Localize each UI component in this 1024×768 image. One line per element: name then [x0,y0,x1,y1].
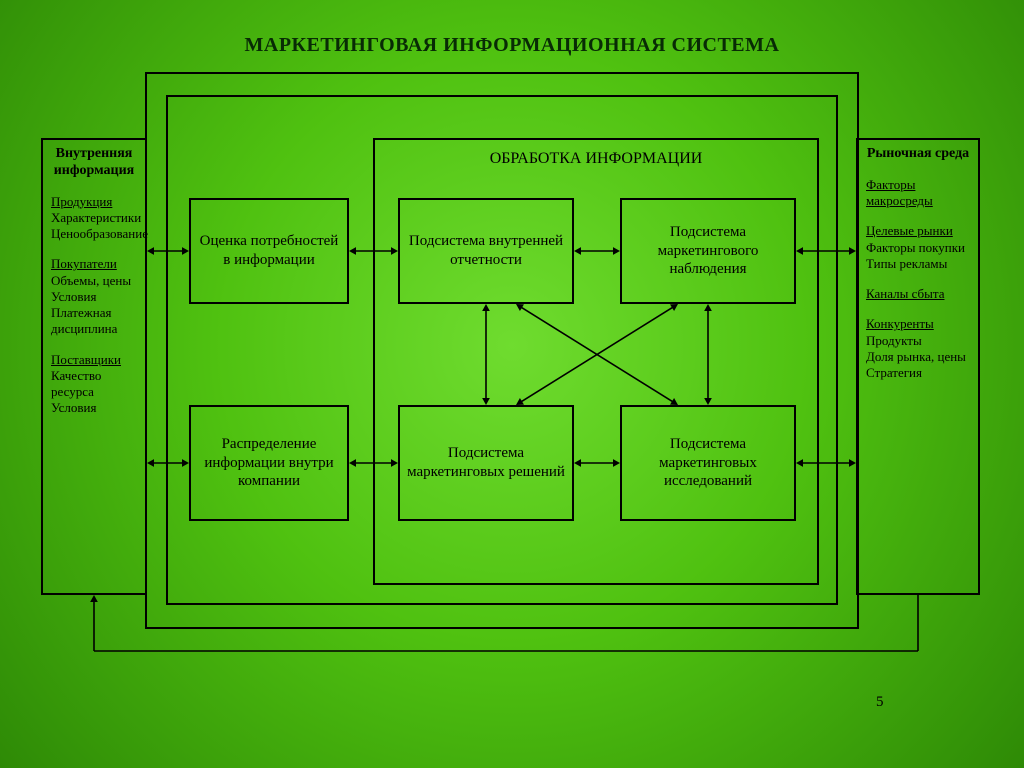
main-title: МАРКЕТИНГОВАЯ ИНФОРМАЦИОННАЯ СИСТЕМА [0,34,1024,57]
node-assessment: Оценка потребностей в информации [189,198,349,304]
right-panel-title: Рыночная среда [866,146,970,163]
side-group: КонкурентыПродуктыДоля рынка, ценыСтрате… [866,316,970,381]
node-label: Распределение информации внутри компании [195,435,343,491]
left-panel-title: Внутренняя информация [51,146,137,180]
page-number: 5 [876,694,884,711]
node-decisions: Подсистема маркетинговых решений [398,405,574,521]
node-label: Оценка потребностей в информации [195,232,343,270]
side-group: ПокупателиОбъемы, ценыУсловияПлатежнаяди… [51,256,137,337]
node-internal-report: Подсистема внутренней отчетности [398,198,574,304]
node-label: Подсистема внутренней отчетности [404,232,568,270]
side-group: ПоставщикиКачестворесурсаУсловия [51,352,137,417]
node-observation: Подсистема маркетингового наблюдения [620,198,796,304]
node-label: Подсистема маркетингового наблюдения [626,223,790,279]
node-distribution: Распределение информации внутри компании [189,405,349,521]
side-group: Каналы сбыта [866,286,970,302]
node-label: Подсистема маркетинговых решений [404,444,568,482]
side-group: ПродукцияХарактеристикиЦенообразование [51,194,137,243]
left-panel: Внутренняя информация ПродукцияХарактери… [41,138,147,595]
node-research: Подсистема маркетинговых исследований [620,405,796,521]
processing-title: ОБРАБОТКА ИНФОРМАЦИИ [373,150,819,168]
right-panel: Рыночная среда Факторымакросреды Целевые … [856,138,980,595]
node-label: Подсистема маркетинговых исследований [626,435,790,491]
side-group: Целевые рынкиФакторы покупкиТипы рекламы [866,223,970,272]
side-group: Факторымакросреды [866,177,970,210]
